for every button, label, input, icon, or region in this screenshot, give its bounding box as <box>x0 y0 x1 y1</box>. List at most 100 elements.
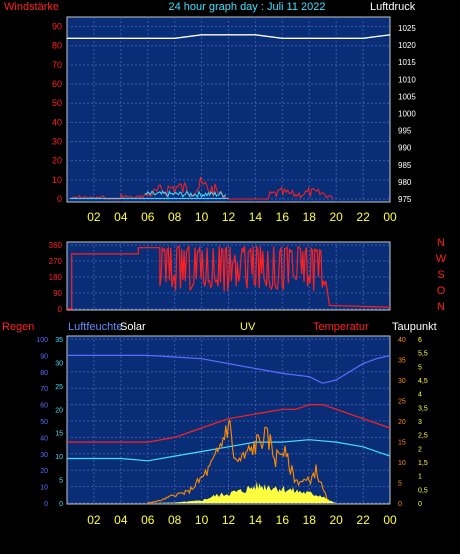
x-tick-label: 04 <box>114 210 128 224</box>
solar-area <box>147 481 337 503</box>
x-tick-label: 18 <box>303 210 317 224</box>
regen-tick-label: 10 <box>40 485 48 492</box>
temp-tick-label: 30 <box>55 360 63 367</box>
x-tick-label: 20 <box>329 210 343 224</box>
left-tick-label: 30 <box>52 137 62 147</box>
uv-tick-label: 4 <box>418 392 422 399</box>
x-tick-label: 10 <box>195 210 209 224</box>
dewpoint-line <box>67 439 391 462</box>
red-tick-label: 20 <box>398 419 406 426</box>
left-tick-label: 10 <box>52 175 62 185</box>
left-tick-label: 90 <box>53 289 62 298</box>
right-tick-label: 995 <box>398 127 412 136</box>
top-right-axis: 975 980 985 990 995 1000 1005 1010 1015 1020 1025 <box>398 24 416 204</box>
taupunkt-label: Taupunkt <box>392 321 437 333</box>
direction-label: W <box>436 253 447 265</box>
right-tick-label: 985 <box>398 161 412 170</box>
x-tick-label: 16 <box>276 513 290 527</box>
red-tick-label: 10 <box>398 460 406 467</box>
uv-tick-label: 5,5 <box>418 351 428 358</box>
x-tick-label: 02 <box>87 210 101 224</box>
x-tick-label: 08 <box>168 210 182 224</box>
temp-tick-label: 0 <box>59 501 63 508</box>
wind-speed-line <box>144 190 227 199</box>
x-tick-label: 10 <box>195 513 209 527</box>
uv-tick-label: 1,5 <box>418 460 428 467</box>
right-tick-label: 975 <box>398 195 412 204</box>
right-tick-label: 1025 <box>398 24 416 33</box>
x-tick-label: 14 <box>249 210 263 224</box>
top-series <box>67 34 391 200</box>
red-tick-label: 30 <box>398 378 406 385</box>
left-tick-label: 270 <box>49 257 63 266</box>
x-tick-label: 12 <box>222 513 236 527</box>
temperatur-label: Temperatur <box>313 321 369 333</box>
x-tick-label: 22 <box>356 513 370 527</box>
direction-label: N <box>437 237 445 249</box>
left-tick-label: 0 <box>57 194 62 204</box>
uv-tick-label: 2,5 <box>418 433 428 440</box>
right-tick-label: 1000 <box>398 110 416 119</box>
red-tick-label: 40 <box>398 337 406 344</box>
regen-tick-label: 80 <box>40 370 48 377</box>
temp-tick-label: 25 <box>55 384 63 391</box>
direction-label: N <box>437 301 445 313</box>
solar-label: Solar <box>120 321 146 333</box>
right-red-axis: 0 5 10 15 20 25 30 35 40 <box>398 337 406 508</box>
uv-tick-label: 3 <box>418 419 422 426</box>
regen-tick-label: 100 <box>36 337 48 344</box>
uv-tick-label: 0 <box>418 501 422 508</box>
top-panel-grid <box>67 17 390 202</box>
regen-tick-label: 30 <box>40 452 48 459</box>
right-tick-label: 1010 <box>398 75 416 84</box>
left-tick-label: 70 <box>52 60 62 70</box>
regen-tick-label: 70 <box>40 386 48 393</box>
right-tick-label: 1005 <box>398 92 416 101</box>
mid-series <box>67 244 391 310</box>
x-tick-label: 12 <box>222 210 236 224</box>
regen-tick-label: 50 <box>40 419 48 426</box>
header-right-label: Luftdruck <box>370 1 416 13</box>
x-tick-label: 00 <box>383 513 397 527</box>
x-tick-label: 06 <box>141 513 155 527</box>
left-tick-label: 180 <box>49 273 63 282</box>
regen-axis: 0 10 20 30 40 50 60 70 80 90 100 <box>36 337 48 508</box>
left-tick-label: 40 <box>52 117 62 127</box>
left-tick-label: 20 <box>52 156 62 166</box>
temp-tick-label: 10 <box>55 454 63 461</box>
temp-tick-label: 15 <box>55 431 63 438</box>
red-tick-label: 25 <box>398 399 406 406</box>
left-tick-label: 90 <box>52 22 62 32</box>
x-tick-label: 18 <box>303 513 317 527</box>
uv-label: UV <box>240 321 256 333</box>
right-tick-label: 1015 <box>398 58 416 67</box>
regen-tick-label: 40 <box>40 435 48 442</box>
humidity-line <box>67 354 391 384</box>
uv-tick-label: 3,5 <box>418 405 428 412</box>
x-tick-label: 00 <box>383 210 397 224</box>
luftfeuchte-label: Luftfeuchte <box>68 321 122 333</box>
x-tick-label: 14 <box>249 513 263 527</box>
temp-tick-label: 35 <box>55 337 63 344</box>
left-tick-label: 80 <box>52 41 62 51</box>
top-left-axis: 0 10 20 30 40 50 60 70 80 90 <box>52 22 62 204</box>
uv-tick-label: 0,5 <box>418 487 428 494</box>
regen-tick-label: 20 <box>40 468 48 475</box>
temp-tick-label: 5 <box>59 478 63 485</box>
red-tick-label: 35 <box>398 358 406 365</box>
x-tick-label: 02 <box>87 513 101 527</box>
left-tick-label: 50 <box>52 98 62 108</box>
wind-gust-line <box>69 176 334 200</box>
x-tick-label: 04 <box>114 513 128 527</box>
left-tick-label: 0 <box>58 305 63 314</box>
uv-tick-label: 4,5 <box>418 378 428 385</box>
x-tick-label: 08 <box>168 513 182 527</box>
mid-left-axis: 0 90 180 270 360 <box>49 241 63 314</box>
regen-label: Regen <box>2 321 34 333</box>
red-tick-label: 15 <box>398 440 406 447</box>
bottom-series <box>67 354 391 504</box>
x-tick-label: 06 <box>141 210 155 224</box>
top-x-axis: 02 04 06 08 10 12 14 16 18 20 22 00 <box>87 210 397 224</box>
